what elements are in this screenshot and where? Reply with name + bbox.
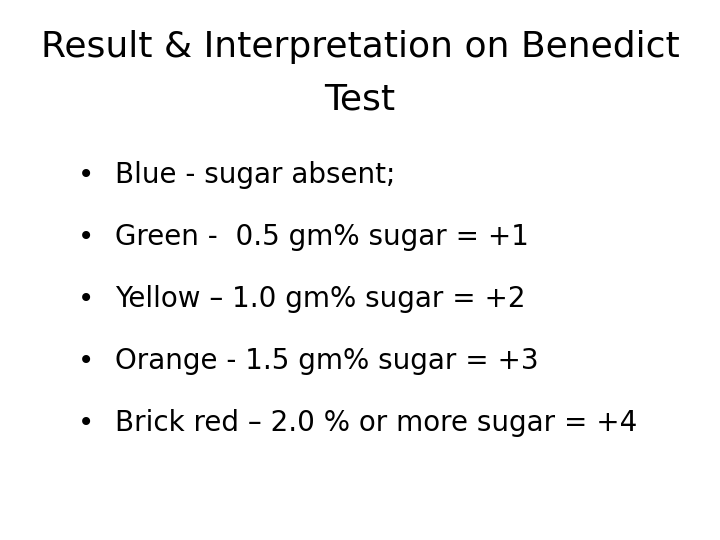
Text: •: • — [78, 161, 94, 189]
Text: Blue - sugar absent;: Blue - sugar absent; — [115, 161, 395, 189]
Text: Yellow – 1.0 gm% sugar = +2: Yellow – 1.0 gm% sugar = +2 — [115, 285, 526, 313]
Text: Test: Test — [325, 82, 395, 116]
Text: Result & Interpretation on Benedict: Result & Interpretation on Benedict — [40, 30, 680, 64]
Text: •: • — [78, 223, 94, 251]
Text: Brick red – 2.0 % or more sugar = +4: Brick red – 2.0 % or more sugar = +4 — [115, 409, 637, 437]
Text: Orange - 1.5 gm% sugar = +3: Orange - 1.5 gm% sugar = +3 — [115, 347, 539, 375]
Text: •: • — [78, 347, 94, 375]
Text: •: • — [78, 285, 94, 313]
Text: •: • — [78, 409, 94, 437]
Text: Green -  0.5 gm% sugar = +1: Green - 0.5 gm% sugar = +1 — [115, 223, 529, 251]
